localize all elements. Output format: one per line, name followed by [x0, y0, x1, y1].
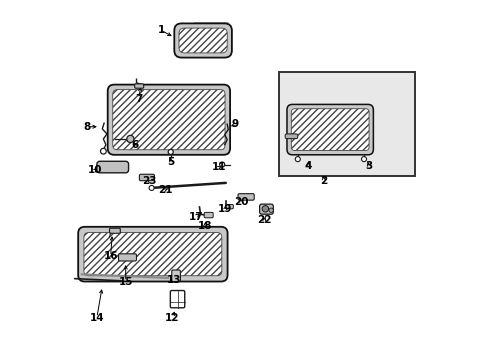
Text: 1: 1 — [157, 25, 164, 35]
FancyBboxPatch shape — [204, 212, 213, 218]
Text: 8: 8 — [83, 122, 91, 132]
Text: 17: 17 — [188, 212, 203, 222]
Text: 19: 19 — [218, 204, 232, 214]
FancyBboxPatch shape — [139, 174, 154, 181]
Circle shape — [168, 149, 173, 154]
Circle shape — [262, 206, 268, 212]
FancyBboxPatch shape — [179, 28, 227, 53]
Text: 9: 9 — [231, 119, 239, 129]
Text: 4: 4 — [305, 161, 312, 171]
FancyBboxPatch shape — [134, 84, 143, 88]
FancyBboxPatch shape — [174, 23, 231, 58]
Circle shape — [361, 157, 366, 162]
FancyBboxPatch shape — [225, 204, 233, 209]
Text: 22: 22 — [257, 215, 271, 225]
Text: 14: 14 — [89, 312, 104, 323]
Text: 10: 10 — [88, 165, 102, 175]
FancyBboxPatch shape — [285, 134, 297, 139]
Circle shape — [101, 148, 106, 154]
Circle shape — [295, 157, 300, 162]
Text: 11: 11 — [212, 162, 226, 172]
Bar — [278, 72, 415, 176]
Text: 6: 6 — [131, 140, 139, 150]
FancyBboxPatch shape — [118, 254, 136, 261]
Circle shape — [268, 208, 273, 212]
Text: 12: 12 — [164, 312, 179, 323]
Circle shape — [219, 162, 224, 167]
FancyBboxPatch shape — [259, 204, 273, 214]
FancyBboxPatch shape — [171, 270, 180, 282]
Text: 18: 18 — [198, 221, 212, 231]
FancyBboxPatch shape — [291, 109, 368, 150]
FancyBboxPatch shape — [84, 233, 222, 276]
Text: 3: 3 — [365, 161, 371, 171]
FancyBboxPatch shape — [109, 228, 120, 233]
FancyBboxPatch shape — [286, 104, 373, 155]
Text: 5: 5 — [167, 157, 174, 167]
FancyBboxPatch shape — [170, 291, 184, 308]
Text: 7: 7 — [135, 94, 142, 104]
FancyBboxPatch shape — [107, 85, 230, 155]
Text: 16: 16 — [103, 251, 118, 261]
Text: 13: 13 — [167, 275, 181, 285]
Text: 23: 23 — [142, 176, 156, 186]
Text: 21: 21 — [158, 185, 172, 195]
Text: 20: 20 — [233, 197, 247, 207]
Circle shape — [149, 185, 154, 190]
FancyBboxPatch shape — [113, 90, 224, 150]
FancyBboxPatch shape — [238, 194, 254, 200]
FancyBboxPatch shape — [97, 161, 128, 173]
Circle shape — [126, 135, 134, 143]
Text: 2: 2 — [320, 176, 326, 186]
Text: 15: 15 — [118, 276, 133, 287]
FancyBboxPatch shape — [78, 227, 227, 282]
